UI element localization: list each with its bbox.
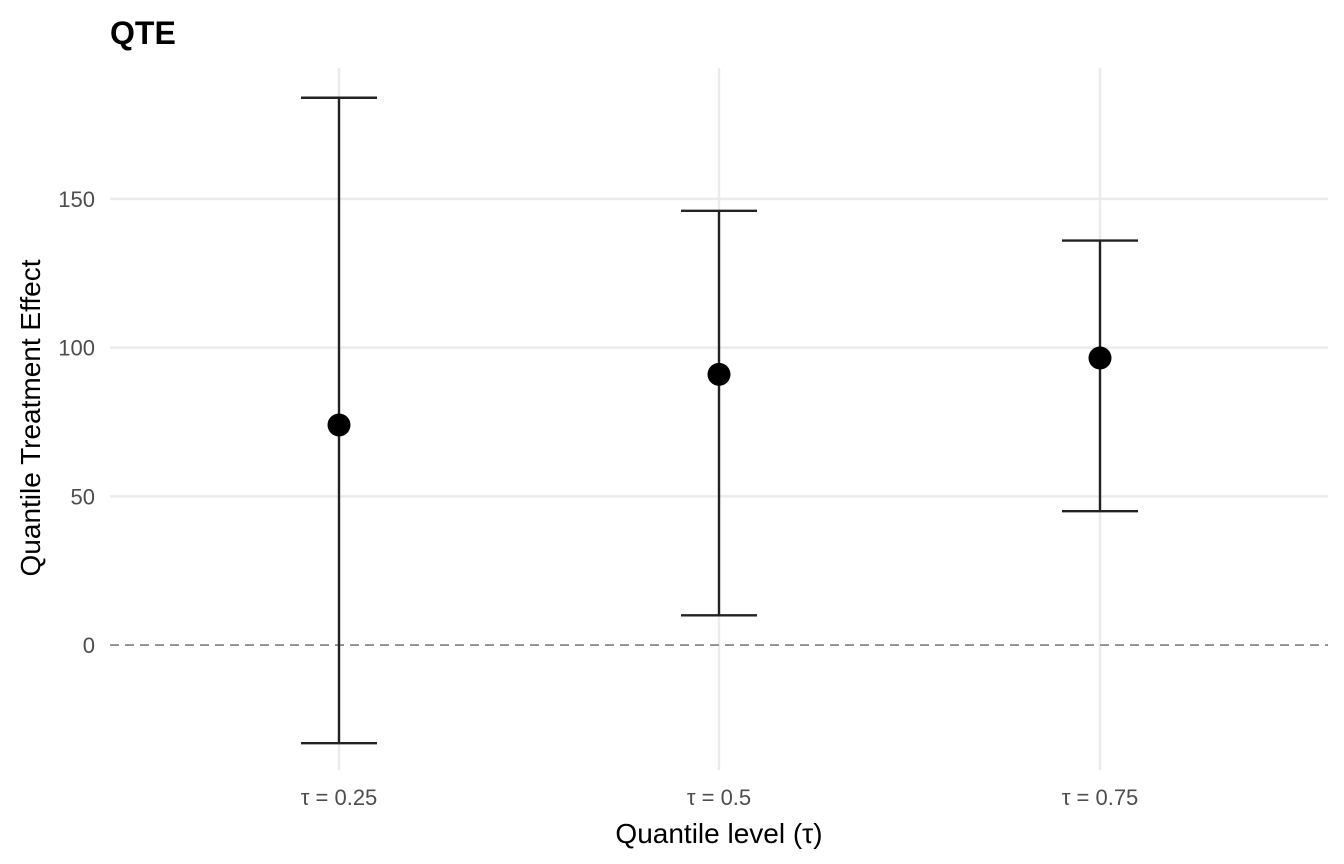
y-tick-label: 100 [58, 336, 95, 361]
y-tick-labels: 0 50 100 150 [58, 187, 95, 658]
points [327, 346, 1112, 437]
error-bars [301, 96, 1138, 745]
estimate-point [707, 362, 731, 386]
x-axis-title: Quantile level (τ) [615, 818, 822, 849]
y-tick-label: 150 [58, 187, 95, 212]
chart-title: QTE [110, 15, 176, 51]
y-tick-label: 50 [71, 484, 95, 509]
y-tick-label: 0 [83, 633, 95, 658]
x-tick-labels: τ = 0.25 τ = 0.5 τ = 0.75 [301, 785, 1139, 810]
x-tick-label: τ = 0.5 [687, 785, 751, 810]
x-tick-label: τ = 0.75 [1062, 785, 1139, 810]
y-axis-title: Quantile Treatment Effect [15, 259, 46, 576]
estimate-point [1088, 346, 1112, 370]
x-tick-label: τ = 0.25 [301, 785, 378, 810]
estimate-point [327, 413, 351, 437]
